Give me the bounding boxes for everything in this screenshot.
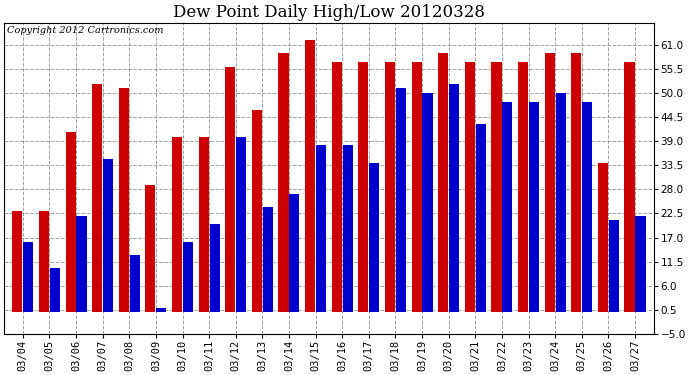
Bar	[157, 308, 166, 312]
Bar	[252, 110, 262, 312]
Bar	[289, 194, 299, 312]
Bar	[66, 132, 76, 312]
Bar	[39, 211, 49, 312]
Bar	[130, 255, 140, 312]
Bar	[316, 146, 326, 312]
Bar	[225, 67, 235, 312]
Bar	[544, 53, 555, 312]
Bar	[92, 84, 102, 312]
Bar	[582, 102, 592, 312]
Bar	[571, 53, 582, 312]
Bar	[103, 159, 113, 312]
Bar	[555, 93, 566, 312]
Title: Dew Point Daily High/Low 20120328: Dew Point Daily High/Low 20120328	[173, 4, 485, 21]
Bar	[422, 93, 433, 312]
Bar	[183, 242, 193, 312]
Bar	[385, 62, 395, 312]
Bar	[529, 102, 539, 312]
Bar	[491, 62, 502, 312]
Bar	[263, 207, 273, 312]
Bar	[518, 62, 528, 312]
Bar	[502, 102, 513, 312]
Bar	[236, 137, 246, 312]
Bar	[465, 62, 475, 312]
Bar	[598, 163, 608, 312]
Bar	[210, 224, 219, 312]
Bar	[358, 62, 368, 312]
Bar	[332, 62, 342, 312]
Bar	[411, 62, 422, 312]
Bar	[172, 137, 182, 312]
Bar	[23, 242, 33, 312]
Bar	[279, 53, 288, 312]
Bar	[305, 40, 315, 312]
Bar	[50, 268, 60, 312]
Bar	[12, 211, 22, 312]
Bar	[77, 216, 86, 312]
Bar	[343, 146, 353, 312]
Bar	[438, 53, 449, 312]
Bar	[119, 88, 129, 312]
Bar	[609, 220, 619, 312]
Text: Copyright 2012 Cartronics.com: Copyright 2012 Cartronics.com	[8, 26, 164, 35]
Bar	[449, 84, 460, 312]
Bar	[396, 88, 406, 312]
Bar	[199, 137, 208, 312]
Bar	[146, 185, 155, 312]
Bar	[624, 62, 635, 312]
Bar	[369, 163, 380, 312]
Bar	[635, 216, 646, 312]
Bar	[475, 124, 486, 312]
